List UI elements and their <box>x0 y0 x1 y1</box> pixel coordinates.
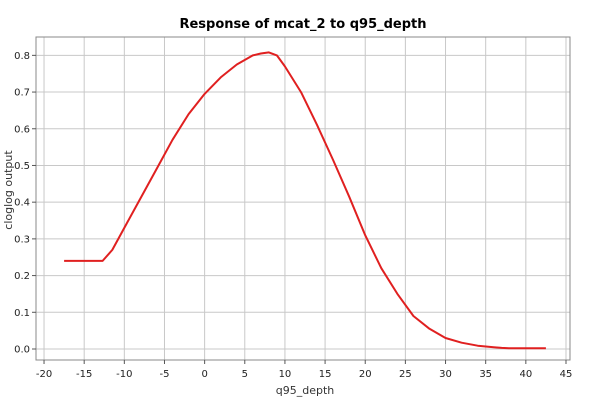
y-axis-label: cloglog output <box>2 150 15 230</box>
y-tick-label: 0.2 <box>14 271 30 282</box>
grid <box>36 37 570 360</box>
x-tick-label: 45 <box>560 369 573 380</box>
x-axis-label: q95_depth <box>276 384 335 397</box>
y-tick-label: 0.8 <box>14 51 30 62</box>
x-tick-label: 5 <box>242 369 248 380</box>
x-tick-label: -5 <box>159 369 169 380</box>
y-tick-label: 0.6 <box>14 124 30 135</box>
x-tick-label: -20 <box>36 369 52 380</box>
x-tick-label: -10 <box>116 369 132 380</box>
x-tick-label: -15 <box>76 369 92 380</box>
x-tick-label: 15 <box>319 369 332 380</box>
x-tick-label: 20 <box>359 369 372 380</box>
x-tick-label: 35 <box>479 369 492 380</box>
plot-area-frame <box>35 36 571 361</box>
y-tick-label: 0.4 <box>14 198 30 209</box>
x-axis: -20 -15 -10 -5 0 5 10 15 20 25 30 35 40 45 <box>36 360 572 380</box>
y-tick-label: 0.1 <box>14 308 30 319</box>
x-tick-label: 25 <box>399 369 412 380</box>
response-curve <box>64 51 546 350</box>
x-tick-label: 0 <box>201 369 207 380</box>
chart-title: Response of mcat_2 to q95_depth <box>179 17 426 32</box>
y-tick-label: 0.7 <box>14 88 30 99</box>
y-tick-label: 0.0 <box>14 344 30 355</box>
y-tick-label: 0.5 <box>14 161 30 172</box>
x-tick-label: 10 <box>279 369 292 380</box>
x-tick-label: 30 <box>439 369 452 380</box>
y-tick-label: 0.3 <box>14 234 30 245</box>
y-axis: 0.0 0.1 0.2 0.3 0.4 0.5 0.6 0.7 0.8 <box>14 51 36 355</box>
x-tick-label: 40 <box>519 369 532 380</box>
